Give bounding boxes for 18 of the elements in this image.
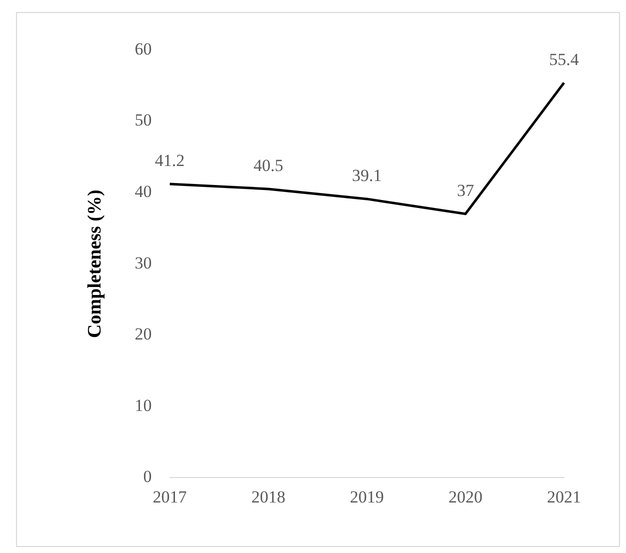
y-tick-label: 60: [134, 39, 152, 58]
y-tick-label: 20: [134, 324, 152, 344]
x-tick-label: 2017: [152, 487, 188, 506]
data-label: 55.4: [549, 50, 580, 69]
x-tick-label: 2020: [448, 487, 482, 506]
y-tick-label: 30: [134, 253, 152, 272]
x-tick-label: 2021: [547, 487, 581, 506]
y-axis-title: Completeness (%): [84, 190, 106, 338]
y-tick-label: 10: [134, 396, 152, 415]
data-label: 37: [456, 180, 474, 200]
y-tick-label: 40: [134, 182, 152, 201]
data-label: 39.1: [352, 166, 382, 185]
y-tick-label: 50: [134, 110, 152, 130]
data-label: 41.2: [154, 150, 185, 170]
x-tick-label: 2019: [350, 487, 384, 506]
y-tick-label: 0: [143, 467, 152, 486]
x-tick-label: 2018: [251, 487, 286, 506]
data-label: 40.5: [253, 156, 284, 175]
